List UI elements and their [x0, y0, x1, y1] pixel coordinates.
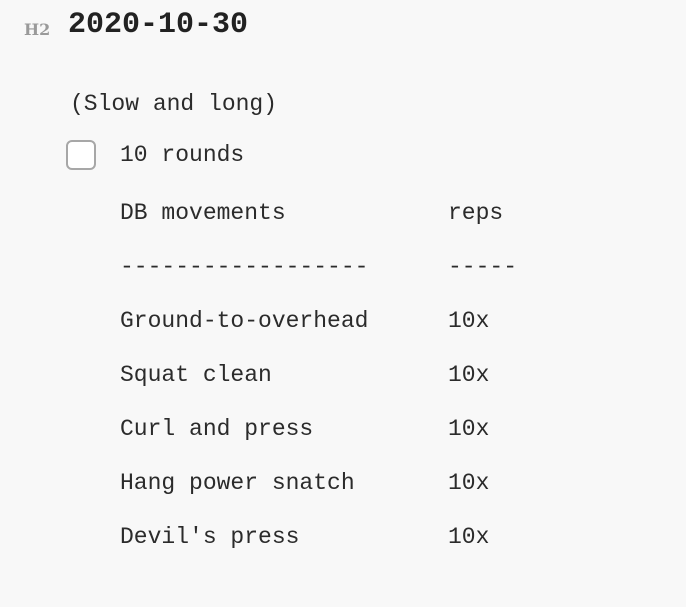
page-title[interactable]: 2020-10-30 [68, 8, 249, 42]
reps-cell[interactable]: 10x [448, 524, 490, 550]
table-row: Curl and press 10x [120, 415, 489, 443]
movement-cell[interactable]: Ground-to-overhead [120, 308, 369, 334]
heading-level-marker: H2 [24, 20, 51, 39]
table-header-reps[interactable]: reps [448, 200, 504, 226]
table-row: Devil's press 10x [120, 523, 489, 551]
movement-cell[interactable]: Hang power snatch [120, 470, 355, 496]
task-label[interactable]: 10 rounds [120, 142, 245, 168]
reps-cell[interactable]: 10x [448, 308, 490, 334]
table-header-movement[interactable]: DB movements [120, 200, 286, 226]
table-separator-row: ------------------ ----- [120, 253, 517, 281]
reps-cell[interactable]: 10x [448, 470, 490, 496]
table-row: Hang power snatch 10x [120, 469, 489, 497]
note-text[interactable]: (Slow and long) [70, 91, 278, 117]
table-row: Ground-to-overhead 10x [120, 307, 489, 335]
table-header-row: DB movements reps [120, 199, 503, 227]
movement-cell[interactable]: Devil's press [120, 524, 300, 550]
task-checkbox[interactable] [66, 140, 96, 170]
movement-cell[interactable]: Curl and press [120, 416, 314, 442]
reps-cell[interactable]: 10x [448, 362, 490, 388]
table-row: Squat clean 10x [120, 361, 489, 389]
table-separator-reps[interactable]: ----- [448, 254, 518, 280]
table-separator-movement[interactable]: ------------------ [120, 254, 369, 280]
movement-cell[interactable]: Squat clean [120, 362, 272, 388]
reps-cell[interactable]: 10x [448, 416, 490, 442]
